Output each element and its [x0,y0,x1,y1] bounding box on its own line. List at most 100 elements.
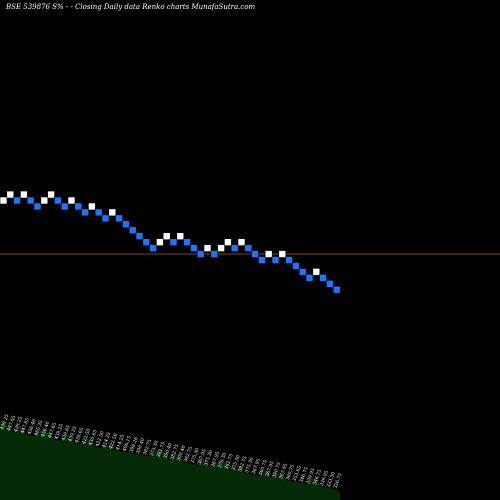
renko-brick [128,226,137,235]
renko-brick [298,268,307,276]
brick-price-label: 367.95 [210,451,221,468]
renko-brick [258,256,266,264]
brick-price-label: 339.95 [305,467,316,484]
brick-price-label: 382.75 [224,453,235,470]
renko-brick [169,238,178,246]
brick-price-label: 339.95 [319,470,330,487]
renko-brick [251,250,259,258]
brick-price-label: 346.75 [298,466,309,483]
renko-brick [237,238,246,246]
brick-price-label: 375.30 [217,452,228,469]
renko-brick [244,244,253,252]
renko-brick [312,268,321,276]
brick-price-label: 414.25 [115,434,126,451]
renko-brick [176,232,185,240]
brick-price-label: 465.35 [33,419,44,436]
brick-price-label: 414.25 [101,431,112,448]
renko-brick [292,262,300,270]
brick-price-label: 353.65 [292,465,303,482]
brick-price-label: 375.30 [190,447,201,464]
renko-brick [142,238,151,246]
brick-price-label: 390.40 [135,437,146,454]
brick-price-label: 382.75 [237,455,248,472]
renko-brick [108,208,117,217]
renko-brick [196,250,205,258]
renko-brick [20,190,28,199]
renko-brick [135,232,144,240]
brick-price-label: 447.65 [47,422,58,439]
brick-price-label: 406.15 [122,435,133,452]
brick-price-label: 360.75 [285,464,296,481]
brick-price-label: 439.25 [0,413,10,430]
brick-price-label: 367.95 [278,463,289,480]
brick-price-label: 439.25 [67,425,78,442]
renko-brick [115,214,123,223]
renko-brick [278,250,287,258]
brick-price-label: 360.75 [271,461,282,478]
chart-title: BSE 539876 S% - - Closing Daily data Ren… [6,3,256,11]
renko-brick [326,279,334,288]
renko-brick [122,220,130,229]
brick-price-label: 456.40 [40,421,51,438]
brick-price-label: 382.75 [156,441,167,458]
brick-price-label: 422.50 [94,430,105,447]
renko-brick [13,196,21,205]
renko-brick [203,244,212,252]
brick-price-label: 422.50 [108,433,119,450]
brick-price-label: 447.65 [20,417,31,434]
renko-brick [101,214,110,223]
renko-brick [26,196,35,205]
brick-price-label: 367.95 [251,458,262,475]
renko-brick [40,196,49,205]
renko-brick [319,274,327,282]
renko-brick [74,202,83,211]
renko-brick [217,244,225,252]
renko-brick [6,190,15,199]
renko-brick [60,202,69,211]
brick-price-label: 430.65 [60,424,71,441]
renko-brick [94,208,103,217]
renko-brick [47,190,55,199]
volume-area [0,422,340,500]
renko-brick [149,244,157,252]
brick-price-label: 382.75 [183,446,194,463]
brick-price-label: 375.30 [244,457,255,474]
renko-brick [67,196,76,205]
renko-brick [230,244,239,252]
renko-brick [54,196,62,205]
renko-brick [271,256,280,264]
renko-brick [162,232,171,240]
renko-brick [210,250,219,258]
brick-price-label: 439.25 [13,416,24,433]
brick-price-label: 456.40 [26,418,37,435]
renko-brick [33,202,42,211]
brick-price-label: 326.75 [332,472,343,489]
renko-brick [183,238,191,246]
brick-price-label: 390.40 [176,445,187,462]
renko-brick [305,274,314,282]
brick-price-label: 447.65 [6,415,17,432]
brick-price-label: 375.30 [203,449,214,466]
renko-brick [224,238,232,246]
brick-price-label: 375.30 [149,440,160,457]
brick-price-label: 346.75 [312,469,323,486]
brick-price-label: 333.30 [326,471,337,488]
brick-price-label: 367.95 [196,448,207,465]
brick-price-label: 430.65 [88,429,99,446]
renko-brick [264,250,273,258]
brick-price-label: 390.40 [162,442,173,459]
brick-price-label: 398.20 [128,436,139,453]
brick-price-label: 367.95 [264,460,275,477]
renko-brick [190,244,198,252]
renko-brick [156,238,164,246]
brick-price-label: 382.75 [142,439,153,456]
renko-brick [81,208,89,217]
renko-brick [285,256,293,264]
brick-price-label: 439.25 [54,423,65,440]
brick-price-label: 422.50 [81,428,92,445]
brick-price-label: 375.30 [230,454,241,471]
renko-brick [332,285,341,294]
brick-price-label: 430.65 [74,427,85,444]
